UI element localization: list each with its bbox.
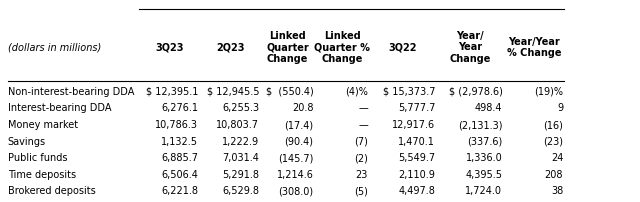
Text: (337.6): (337.6) [467, 137, 502, 147]
Text: Linked
Quarter
Change: Linked Quarter Change [266, 31, 309, 64]
Text: 3Q22: 3Q22 [388, 42, 417, 53]
Text: 24: 24 [551, 153, 563, 163]
Text: Non-interest-bearing DDA: Non-interest-bearing DDA [8, 87, 134, 97]
Text: (19)%: (19)% [534, 87, 563, 97]
Text: Public funds: Public funds [8, 153, 67, 163]
Text: (7): (7) [354, 137, 368, 147]
Text: —: — [358, 120, 368, 130]
Text: Time deposits: Time deposits [8, 170, 76, 180]
Text: (308.0): (308.0) [278, 186, 314, 196]
Text: (145.7): (145.7) [278, 153, 314, 163]
Text: 9: 9 [557, 103, 563, 114]
Text: 2Q23: 2Q23 [216, 42, 244, 53]
Text: (17.4): (17.4) [284, 120, 314, 130]
Text: 5,549.7: 5,549.7 [398, 153, 435, 163]
Text: 1,222.9: 1,222.9 [222, 137, 259, 147]
Text: 20.8: 20.8 [292, 103, 314, 114]
Text: 10,803.7: 10,803.7 [216, 120, 259, 130]
Text: —: — [358, 103, 368, 114]
Text: 1,724.0: 1,724.0 [465, 186, 502, 196]
Text: Savings: Savings [8, 137, 46, 147]
Text: 1,132.5: 1,132.5 [161, 137, 198, 147]
Text: 1,336.0: 1,336.0 [466, 153, 502, 163]
Text: Linked
Quarter %
Change: Linked Quarter % Change [314, 31, 370, 64]
Text: 498.4: 498.4 [475, 103, 502, 114]
Text: 5,291.8: 5,291.8 [222, 170, 259, 180]
Text: 1,470.1: 1,470.1 [398, 137, 435, 147]
Text: 6,255.3: 6,255.3 [222, 103, 259, 114]
Text: Year/
Year
Change: Year/ Year Change [449, 31, 491, 64]
Text: 4,395.5: 4,395.5 [465, 170, 502, 180]
Text: 6,506.4: 6,506.4 [161, 170, 198, 180]
Text: (90.4): (90.4) [285, 137, 314, 147]
Text: 12,917.6: 12,917.6 [392, 120, 435, 130]
Text: $ (2,978.6): $ (2,978.6) [449, 87, 502, 97]
Text: Interest-bearing DDA: Interest-bearing DDA [8, 103, 111, 114]
Text: 3Q23: 3Q23 [155, 42, 184, 53]
Text: $ 12,395.1: $ 12,395.1 [146, 87, 198, 97]
Text: (16): (16) [543, 120, 563, 130]
Text: 208: 208 [545, 170, 563, 180]
Text: (23): (23) [543, 137, 563, 147]
Text: Brokered deposits: Brokered deposits [8, 186, 95, 196]
Text: 6,529.8: 6,529.8 [222, 186, 259, 196]
Text: $ 15,373.7: $ 15,373.7 [383, 87, 435, 97]
Text: Year/Year
% Change: Year/Year % Change [507, 37, 561, 58]
Text: 10,786.3: 10,786.3 [156, 120, 198, 130]
Text: 6,221.8: 6,221.8 [161, 186, 198, 196]
Text: (4)%: (4)% [345, 87, 368, 97]
Text: $ 12,945.5: $ 12,945.5 [207, 87, 259, 97]
Text: 38: 38 [551, 186, 563, 196]
Text: 6,885.7: 6,885.7 [161, 153, 198, 163]
Text: 5,777.7: 5,777.7 [398, 103, 435, 114]
Text: (5): (5) [354, 186, 368, 196]
Text: 7,031.4: 7,031.4 [222, 153, 259, 163]
Text: (2,131.3): (2,131.3) [458, 120, 502, 130]
Text: (dollars in millions): (dollars in millions) [8, 42, 101, 53]
Text: 6,276.1: 6,276.1 [161, 103, 198, 114]
Text: Money market: Money market [8, 120, 78, 130]
Text: 1,214.6: 1,214.6 [276, 170, 314, 180]
Text: 23: 23 [356, 170, 368, 180]
Text: 2,110.9: 2,110.9 [398, 170, 435, 180]
Text: (2): (2) [354, 153, 368, 163]
Text: $  (550.4): $ (550.4) [266, 87, 314, 97]
Text: 4,497.8: 4,497.8 [398, 186, 435, 196]
